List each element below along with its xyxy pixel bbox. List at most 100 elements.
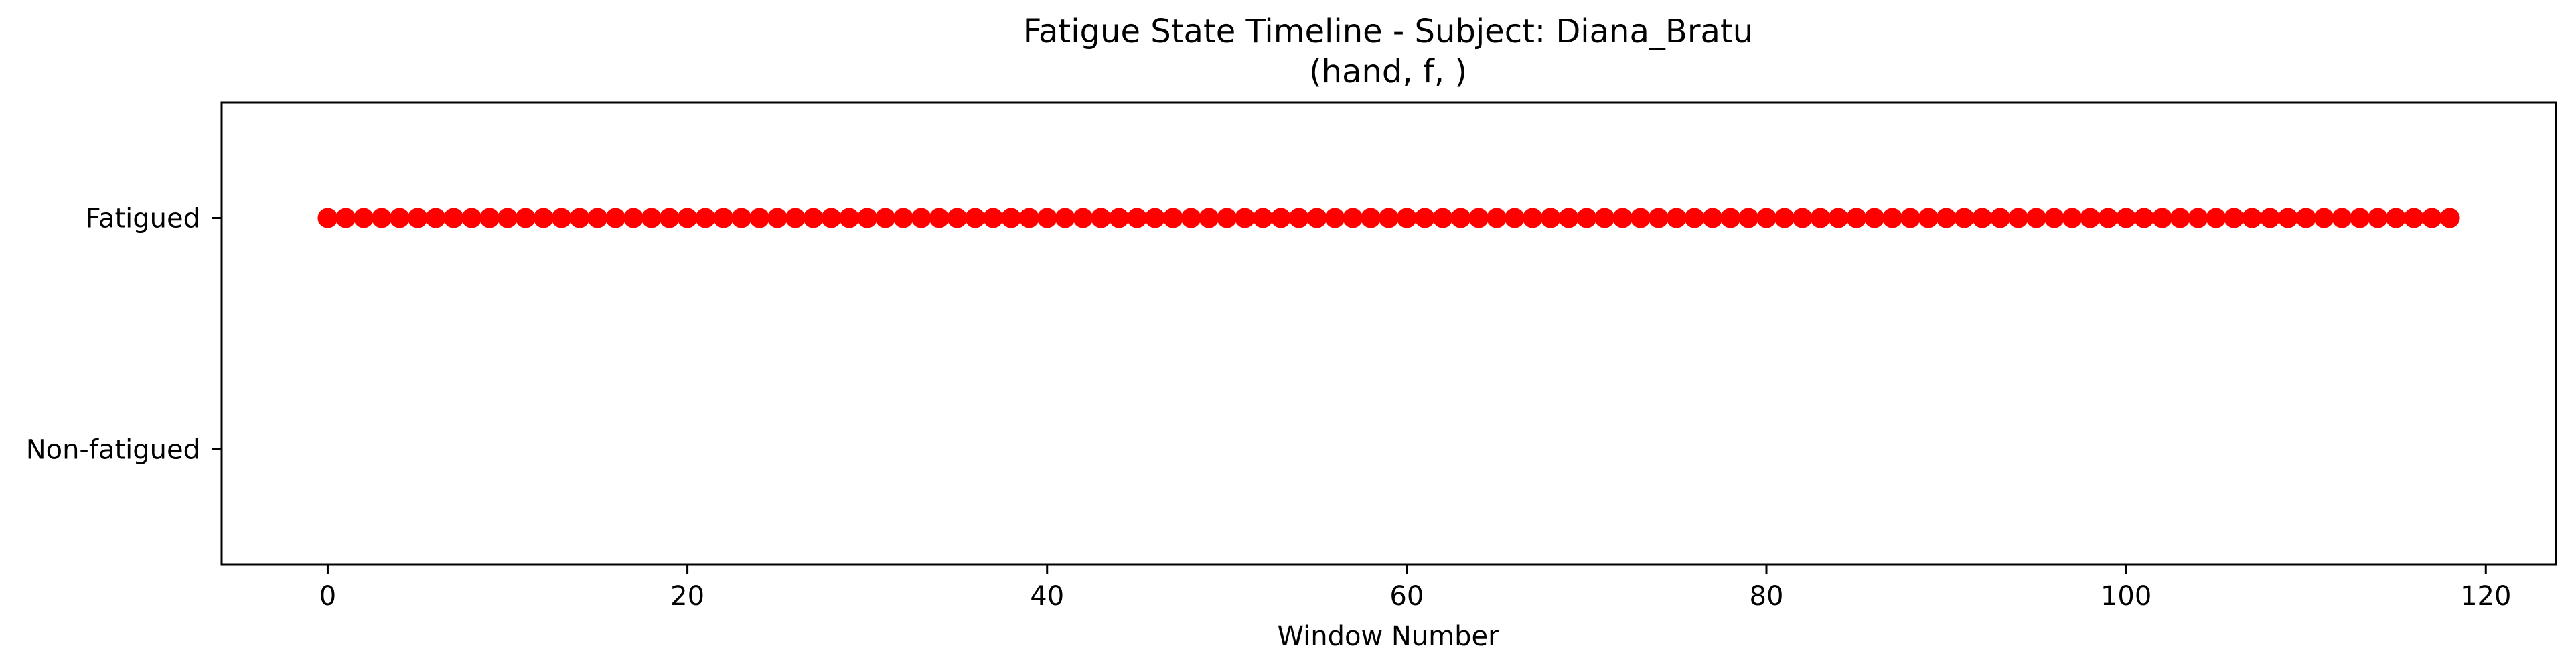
x-tick-label: 20 bbox=[670, 581, 704, 612]
data-point bbox=[515, 208, 536, 228]
data-point bbox=[1487, 208, 1507, 228]
data-point bbox=[1972, 208, 1993, 228]
chart-subtitle: (hand, f, ) bbox=[1309, 53, 1467, 90]
data-point bbox=[2170, 208, 2190, 228]
data-point bbox=[1379, 208, 1399, 228]
data-point bbox=[1936, 208, 1957, 228]
data-point bbox=[1144, 208, 1165, 228]
data-point bbox=[407, 208, 428, 228]
data-point bbox=[2133, 208, 2154, 228]
data-point bbox=[1792, 208, 1813, 228]
data-point bbox=[641, 208, 662, 228]
data-point bbox=[2439, 208, 2460, 228]
data-point bbox=[1702, 208, 1723, 228]
x-tick-label: 80 bbox=[1750, 581, 1784, 612]
data-point bbox=[1594, 208, 1615, 228]
data-point bbox=[695, 208, 716, 228]
data-point bbox=[803, 208, 824, 228]
data-point bbox=[1432, 208, 1453, 228]
data-point bbox=[1270, 208, 1291, 228]
data-point bbox=[1343, 208, 1363, 228]
data-point bbox=[713, 208, 734, 228]
data-point bbox=[785, 208, 806, 228]
data-point bbox=[1396, 208, 1417, 228]
data-point bbox=[2350, 208, 2370, 228]
data-point bbox=[605, 208, 626, 228]
data-point bbox=[1505, 208, 1525, 228]
data-point bbox=[2314, 208, 2334, 228]
data-point bbox=[911, 208, 931, 228]
data-point bbox=[1630, 208, 1651, 228]
data-point bbox=[2368, 208, 2389, 228]
data-point bbox=[1001, 208, 1022, 228]
x-tick-label: 40 bbox=[1030, 581, 1064, 612]
plot-area-frame bbox=[220, 101, 2557, 566]
data-point bbox=[1361, 208, 1381, 228]
data-point bbox=[1900, 208, 1920, 228]
data-point bbox=[2385, 208, 2406, 228]
data-point bbox=[1306, 208, 1327, 228]
data-point bbox=[389, 208, 410, 228]
y-tick-label: Non-fatigued bbox=[26, 435, 200, 466]
data-point bbox=[2080, 208, 2101, 228]
data-point bbox=[2206, 208, 2226, 228]
data-point bbox=[749, 208, 770, 228]
data-point bbox=[2116, 208, 2137, 228]
data-point bbox=[1073, 208, 1093, 228]
data-point bbox=[551, 208, 572, 228]
data-point bbox=[965, 208, 986, 228]
data-point bbox=[372, 208, 392, 228]
data-point bbox=[1235, 208, 1256, 228]
data-point bbox=[1918, 208, 1939, 228]
data-point bbox=[2259, 208, 2280, 228]
data-point bbox=[1648, 208, 1669, 228]
data-point bbox=[821, 208, 842, 228]
data-point bbox=[1864, 208, 1885, 228]
data-point bbox=[929, 208, 950, 228]
data-point bbox=[1756, 208, 1776, 228]
data-point bbox=[2188, 208, 2208, 228]
data-point bbox=[1774, 208, 1795, 228]
data-point bbox=[1037, 208, 1057, 228]
y-tick-label: Fatigued bbox=[86, 204, 200, 234]
data-point bbox=[1253, 208, 1273, 228]
data-point bbox=[1990, 208, 2011, 228]
x-tick-label: 120 bbox=[2460, 581, 2511, 612]
data-point bbox=[1666, 208, 1687, 228]
x-tick-label: 60 bbox=[1389, 581, 1424, 612]
data-point bbox=[2332, 208, 2352, 228]
data-point bbox=[1127, 208, 1148, 228]
data-point bbox=[1522, 208, 1543, 228]
y-axis-ticks: Non-fatigued Fatigued bbox=[26, 204, 222, 466]
data-point bbox=[623, 208, 644, 228]
data-point bbox=[2403, 208, 2424, 228]
data-point bbox=[1954, 208, 1975, 228]
data-point bbox=[1199, 208, 1219, 228]
data-point bbox=[2224, 208, 2245, 228]
data-point bbox=[1018, 208, 1039, 228]
data-point bbox=[857, 208, 878, 228]
data-point bbox=[2277, 208, 2298, 228]
data-point bbox=[1288, 208, 1309, 228]
data-point bbox=[461, 208, 482, 228]
data-point bbox=[354, 208, 374, 228]
data-point bbox=[2295, 208, 2316, 228]
data-point bbox=[1540, 208, 1561, 228]
data-point bbox=[2007, 208, 2028, 228]
data-point bbox=[1468, 208, 1489, 228]
chart-title: Fatigue State Timeline - Subject: Diana_… bbox=[1023, 13, 1753, 50]
data-point bbox=[1828, 208, 1849, 228]
data-point bbox=[839, 208, 860, 228]
x-axis-ticks: 0 20 40 60 80 100 120 bbox=[319, 565, 2511, 612]
data-point bbox=[1576, 208, 1597, 228]
data-point bbox=[1720, 208, 1741, 228]
x-axis-label: Window Number bbox=[1277, 621, 1499, 652]
data-point bbox=[983, 208, 1004, 228]
data-point bbox=[1181, 208, 1201, 228]
data-point bbox=[443, 208, 464, 228]
data-point bbox=[2062, 208, 2082, 228]
data-point bbox=[1738, 208, 1759, 228]
data-point bbox=[1450, 208, 1471, 228]
data-point bbox=[2026, 208, 2046, 228]
data-point bbox=[317, 208, 338, 228]
